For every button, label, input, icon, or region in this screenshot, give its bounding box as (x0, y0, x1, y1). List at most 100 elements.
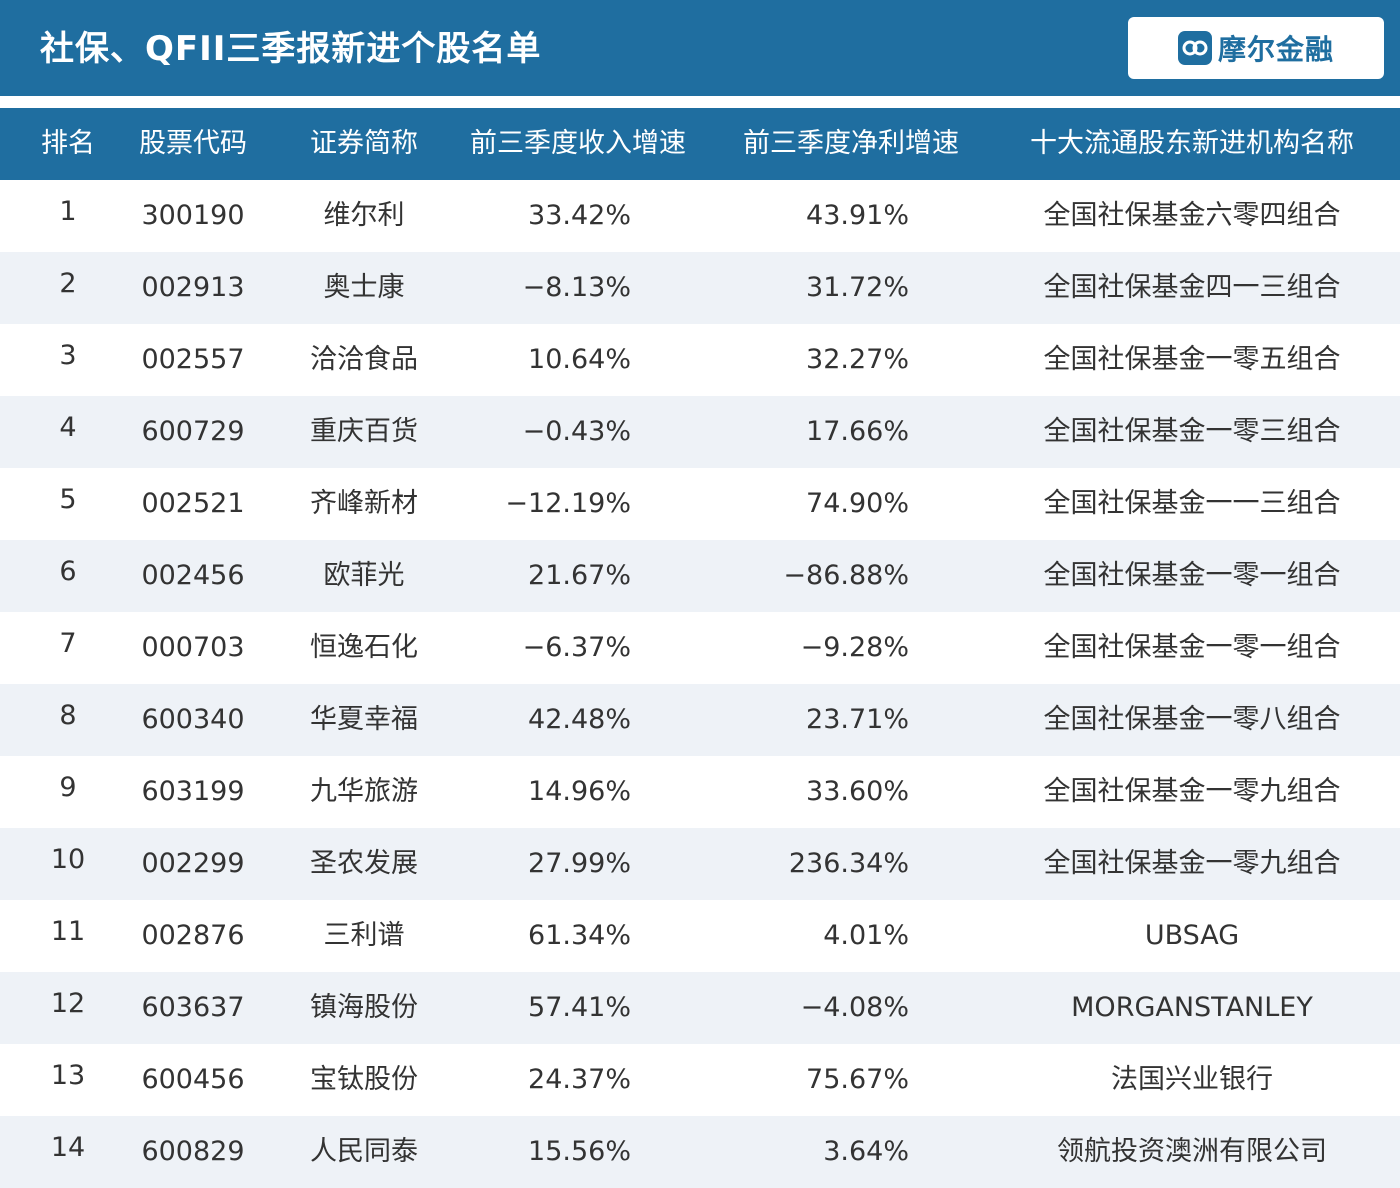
cell-rank: 6 (59, 556, 77, 587)
cell-rank: 4 (59, 412, 77, 443)
cell-name: 镇海股份 (310, 992, 418, 1023)
cell-rank: 9 (59, 772, 77, 803)
cell-profit-growth: 23.71% (806, 704, 909, 735)
cell-rank: 2 (59, 268, 77, 299)
cell-institution: 全国社保基金一零一组合 (1043, 560, 1341, 591)
table-body: 1 300190 维尔利 33.42% 43.91% 全国社保基金六零四组合 2 002913… (0, 180, 1400, 1188)
cell-institution: UBSAG (1144, 920, 1240, 951)
cell-code: 002521 (141, 488, 245, 519)
cell-profit-growth: 43.91% (806, 200, 909, 231)
cell-revenue-growth: 27.99% (528, 848, 631, 879)
cell-code: 600456 (141, 1064, 245, 1095)
table-row: 5 002521 齐峰新材 −12.19% 74.90% 全国社保基金一一三组合 (0, 468, 1400, 540)
cell-profit-growth: 3.64% (823, 1136, 909, 1167)
cell-code: 002876 (141, 920, 245, 951)
cell-rank: 14 (50, 1132, 86, 1163)
cell-code: 600340 (141, 704, 245, 735)
table-row: 10 002299 圣农发展 27.99% 236.34% 全国社保基金一零九组合 (0, 828, 1400, 900)
cell-name: 九华旅游 (310, 776, 418, 807)
cell-institution: 全国社保基金四一三组合 (1043, 272, 1341, 303)
cell-name: 圣农发展 (310, 848, 418, 879)
cell-name: 重庆百货 (310, 416, 418, 447)
cell-code: 002456 (141, 560, 245, 591)
cell-rank: 12 (50, 988, 86, 1019)
cell-rank: 5 (59, 484, 77, 515)
logo: 摩尔金融 (1128, 17, 1384, 79)
cell-code: 002913 (141, 272, 245, 303)
cell-revenue-growth: −8.13% (522, 272, 631, 303)
cell-code: 600829 (141, 1136, 245, 1167)
cell-name: 欧菲光 (323, 560, 405, 591)
cell-rank: 7 (59, 628, 77, 659)
cell-rank: 1 (59, 196, 77, 227)
cell-name: 三利谱 (323, 920, 405, 951)
cell-institution: MORGANSTANLEY (1071, 992, 1313, 1023)
cell-revenue-growth: −12.19% (505, 488, 631, 519)
cell-name: 华夏幸福 (310, 704, 418, 735)
cell-profit-growth: 32.27% (806, 344, 909, 375)
cell-rank: 8 (59, 700, 77, 731)
cell-name: 奥士康 (323, 272, 405, 303)
cell-rank: 3 (59, 340, 77, 371)
cell-institution: 全国社保基金一零五组合 (1043, 344, 1341, 375)
cell-code: 002557 (141, 344, 245, 375)
column-header-revenue-growth: 前三季度收入增速 (470, 128, 686, 159)
table-row: 2 002913 奥士康 −8.13% 31.72% 全国社保基金四一三组合 (0, 252, 1400, 324)
cell-rank: 10 (50, 844, 86, 875)
cell-code: 000703 (141, 632, 245, 663)
cell-profit-growth: 236.34% (788, 848, 909, 879)
cell-name: 齐峰新材 (310, 488, 418, 519)
cell-revenue-growth: 15.56% (528, 1136, 631, 1167)
table-row: 6 002456 欧菲光 21.67% −86.88% 全国社保基金一零一组合 (0, 540, 1400, 612)
table-row: 14 600829 人民同泰 15.56% 3.64% 领航投资澳洲有限公司 (0, 1116, 1400, 1188)
cell-revenue-growth: 61.34% (528, 920, 631, 951)
cell-revenue-growth: 57.41% (528, 992, 631, 1023)
table-row: 3 002557 洽洽食品 10.64% 32.27% 全国社保基金一零五组合 (0, 324, 1400, 396)
cell-profit-growth: 33.60% (806, 776, 909, 807)
cell-institution: 全国社保基金一零三组合 (1043, 416, 1341, 447)
cell-revenue-growth: 21.67% (528, 560, 631, 591)
column-header-profit-growth: 前三季度净利增速 (743, 128, 959, 159)
cell-code: 002299 (141, 848, 245, 879)
cell-profit-growth: −4.08% (800, 992, 909, 1023)
cell-institution: 法国兴业银行 (1111, 1064, 1273, 1095)
cell-profit-growth: 4.01% (823, 920, 909, 951)
cell-name: 宝钛股份 (310, 1064, 418, 1095)
cell-profit-growth: 74.90% (806, 488, 909, 519)
cell-revenue-growth: 24.37% (528, 1064, 631, 1095)
cell-revenue-growth: 42.48% (528, 704, 631, 735)
stock-table: 排名 股票代码 证券简称 前三季度收入增速 前三季度净利增速 十大流通股东新进机… (0, 108, 1400, 1188)
table-row: 4 600729 重庆百货 −0.43% 17.66% 全国社保基金一零三组合 (0, 396, 1400, 468)
cell-code: 603637 (141, 992, 245, 1023)
cell-rank: 13 (50, 1060, 86, 1091)
cell-institution: 全国社保基金一零一组合 (1043, 632, 1341, 663)
cell-revenue-growth: −0.43% (522, 416, 631, 447)
cell-profit-growth: 17.66% (806, 416, 909, 447)
cell-name: 维尔利 (323, 200, 405, 231)
cell-name: 洽洽食品 (310, 344, 418, 375)
column-header-institution: 十大流通股东新进机构名称 (1030, 128, 1354, 159)
cell-profit-growth: 31.72% (806, 272, 909, 303)
logo-icon (1177, 31, 1212, 65)
cell-institution: 全国社保基金一零八组合 (1043, 704, 1341, 735)
column-header-name: 证券简称 (310, 128, 418, 159)
table-row: 8 600340 华夏幸福 42.48% 23.71% 全国社保基金一零八组合 (0, 684, 1400, 756)
table-row: 9 603199 九华旅游 14.96% 33.60% 全国社保基金一零九组合 (0, 756, 1400, 828)
page-title: 社保、QFII三季报新进个股名单 (40, 29, 542, 69)
cell-code: 603199 (141, 776, 245, 807)
table-row: 12 603637 镇海股份 57.41% −4.08% MORGANSTANLEY (0, 972, 1400, 1044)
cell-code: 600729 (141, 416, 245, 447)
cell-name: 恒逸石化 (310, 632, 418, 663)
cell-institution: 全国社保基金一一三组合 (1043, 488, 1341, 519)
cell-institution: 全国社保基金一零九组合 (1043, 848, 1341, 879)
cell-name: 人民同泰 (310, 1136, 418, 1167)
table-header: 排名 股票代码 证券简称 前三季度收入增速 前三季度净利增速 十大流通股东新进机… (0, 108, 1400, 180)
cell-revenue-growth: −6.37% (522, 632, 631, 663)
cell-code: 300190 (141, 200, 245, 231)
column-header-rank: 排名 (41, 128, 95, 159)
logo-text: 摩尔金融 (1217, 33, 1334, 66)
table-row: 11 002876 三利谱 61.34% 4.01% UBSAG (0, 900, 1400, 972)
table-row: 13 600456 宝钛股份 24.37% 75.67% 法国兴业银行 (0, 1044, 1400, 1116)
table-row: 1 300190 维尔利 33.42% 43.91% 全国社保基金六零四组合 (0, 180, 1400, 252)
cell-profit-growth: −9.28% (800, 632, 909, 663)
